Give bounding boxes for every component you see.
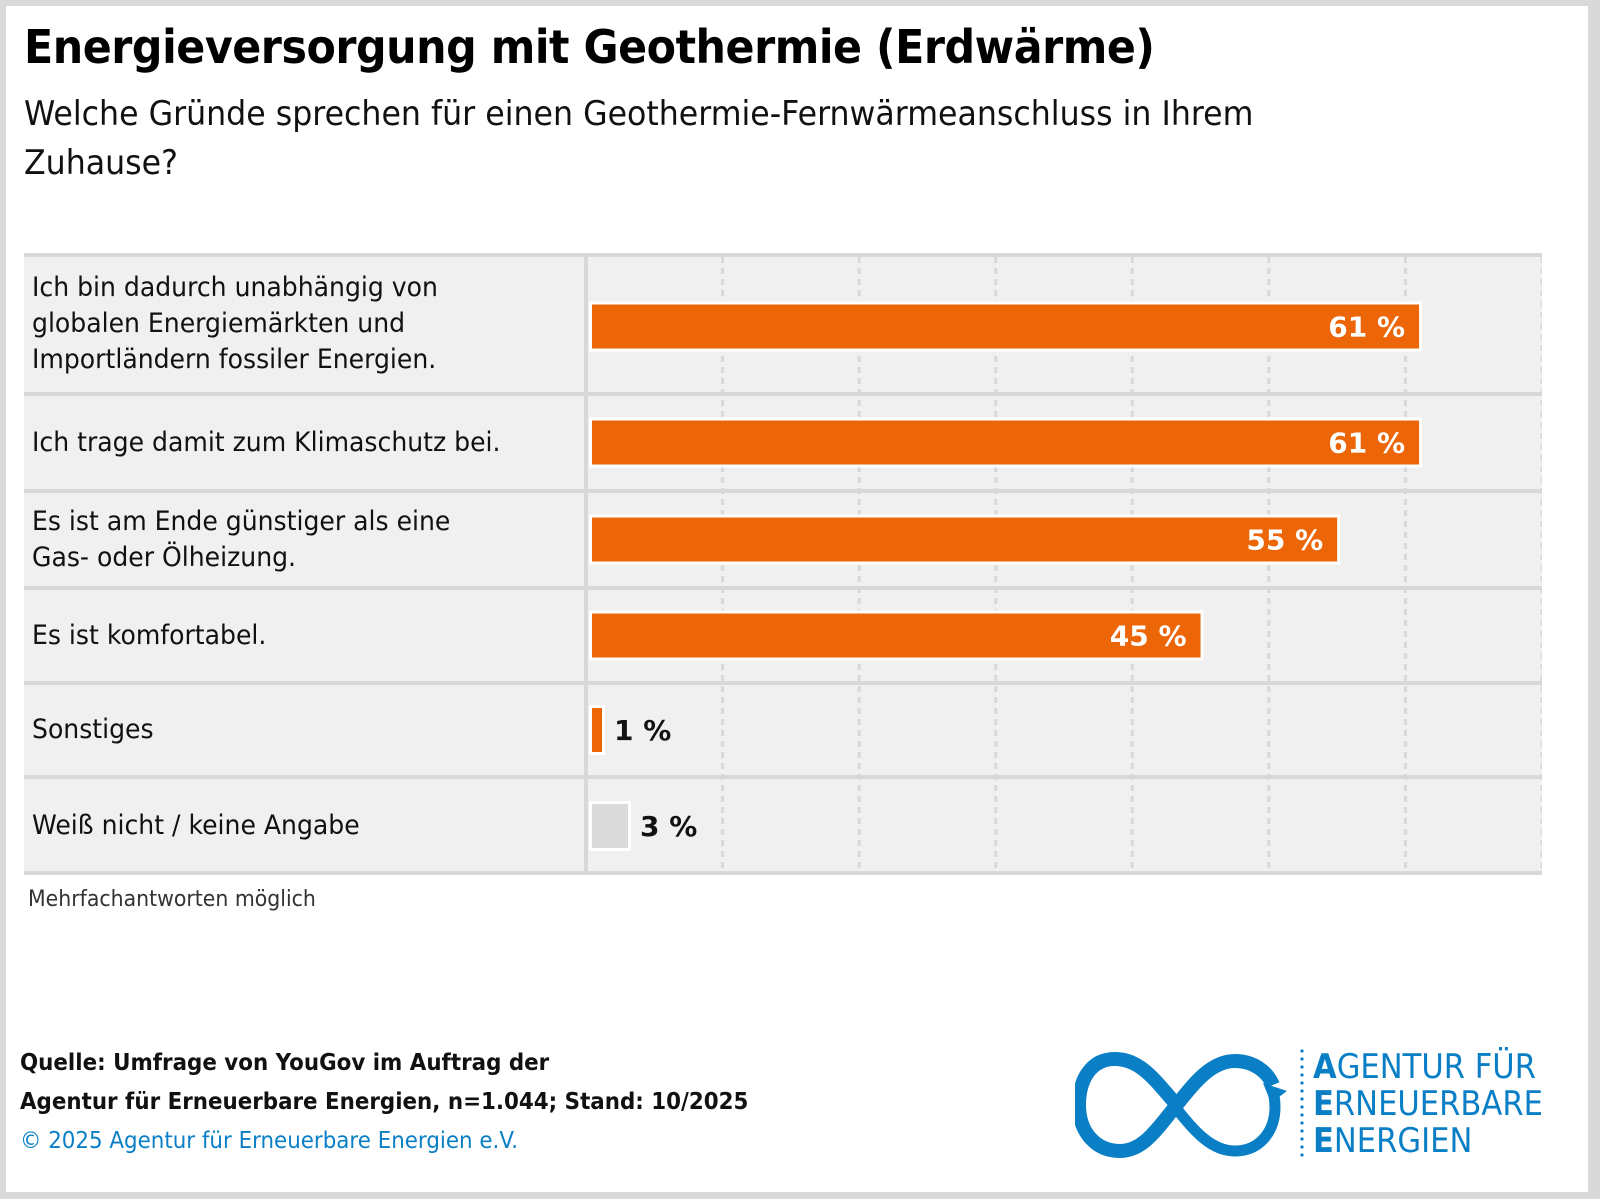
- logo-line-3: NERGIEN: [1333, 1121, 1473, 1161]
- data-label-3: 45 %: [1110, 620, 1187, 653]
- category-label-3: Es ist komfortabel.: [32, 592, 577, 679]
- category-label-text: Ich bin dadurch unabhängig von globalen …: [32, 271, 438, 375]
- chart-note: Mehrfachantworten möglich: [28, 887, 316, 912]
- bar-chart: 61 % 61 % 55 % 45 % 1 % 3 % Ich bin dadurch u…: [24, 253, 1542, 875]
- bar-3: [592, 613, 1201, 658]
- chart-subtitle: Welche Gründe sprechen für einen Geother…: [24, 94, 1254, 183]
- logo-line-2: RNEUERBARE: [1333, 1084, 1543, 1124]
- category-label-text: Weiß nicht / keine Angabe: [32, 810, 360, 841]
- category-label-0: Ich bin dadurch unabhängig von globalen …: [32, 257, 577, 390]
- bar-1: [592, 420, 1420, 465]
- bar-2: [592, 517, 1338, 562]
- copyright-text: © 2025 Agentur für Erneuerbare Energien …: [20, 1128, 519, 1154]
- category-label-2: Es ist am Ende günstiger als eine Gas- o…: [32, 495, 577, 584]
- category-label-5: Weiß nicht / keine Angabe: [32, 781, 577, 871]
- chart-title: Energieversorgung mit Geothermie (Erdwär…: [24, 20, 1155, 74]
- data-label-5: 3 %: [640, 810, 697, 843]
- source-line-2: Agentur für Erneuerbare Energien, n=1.04…: [20, 1089, 749, 1115]
- logo-wordmark: AGENTUR FÜR ERNEUERBARE ENERGIEN: [1313, 1049, 1543, 1160]
- data-label-4: 1 %: [614, 714, 671, 747]
- data-label-1: 61 %: [1328, 427, 1405, 460]
- source-line-1: Quelle: Umfrage von YouGov im Auftrag de…: [20, 1050, 550, 1076]
- logo-initial-e: E: [1313, 1084, 1334, 1124]
- aee-logo: AGENTUR FÜR ERNEUERBARE ENERGIEN: [1071, 1045, 1565, 1165]
- category-label-text: Sonstiges: [32, 714, 154, 745]
- data-label-2: 55 %: [1246, 524, 1323, 557]
- logo-initial-a: A: [1313, 1047, 1337, 1087]
- data-label-0: 61 %: [1328, 311, 1405, 344]
- category-label-4: Sonstiges: [32, 687, 577, 773]
- category-label-1: Ich trage damit zum Klimaschutz bei.: [32, 398, 577, 487]
- bar-5: [592, 804, 628, 848]
- infinity-arrow-icon: [1071, 1049, 1304, 1159]
- category-label-text: Es ist komfortabel.: [32, 619, 267, 651]
- logo-initial-e2: E: [1313, 1121, 1334, 1161]
- category-label-text: Ich trage damit zum Klimaschutz bei.: [32, 426, 501, 458]
- category-label-text: Es ist am Ende günstiger als eine Gas- o…: [32, 505, 451, 573]
- source-text: Quelle: Umfrage von YouGov im Auftrag de…: [20, 1044, 748, 1122]
- bar-0: [592, 304, 1420, 349]
- bar-chart-svg: 61 % 61 % 55 % 45 % 1 % 3 %: [24, 253, 1542, 875]
- logo-line-1: GENTUR FÜR: [1336, 1047, 1536, 1087]
- bar-4: [592, 708, 602, 752]
